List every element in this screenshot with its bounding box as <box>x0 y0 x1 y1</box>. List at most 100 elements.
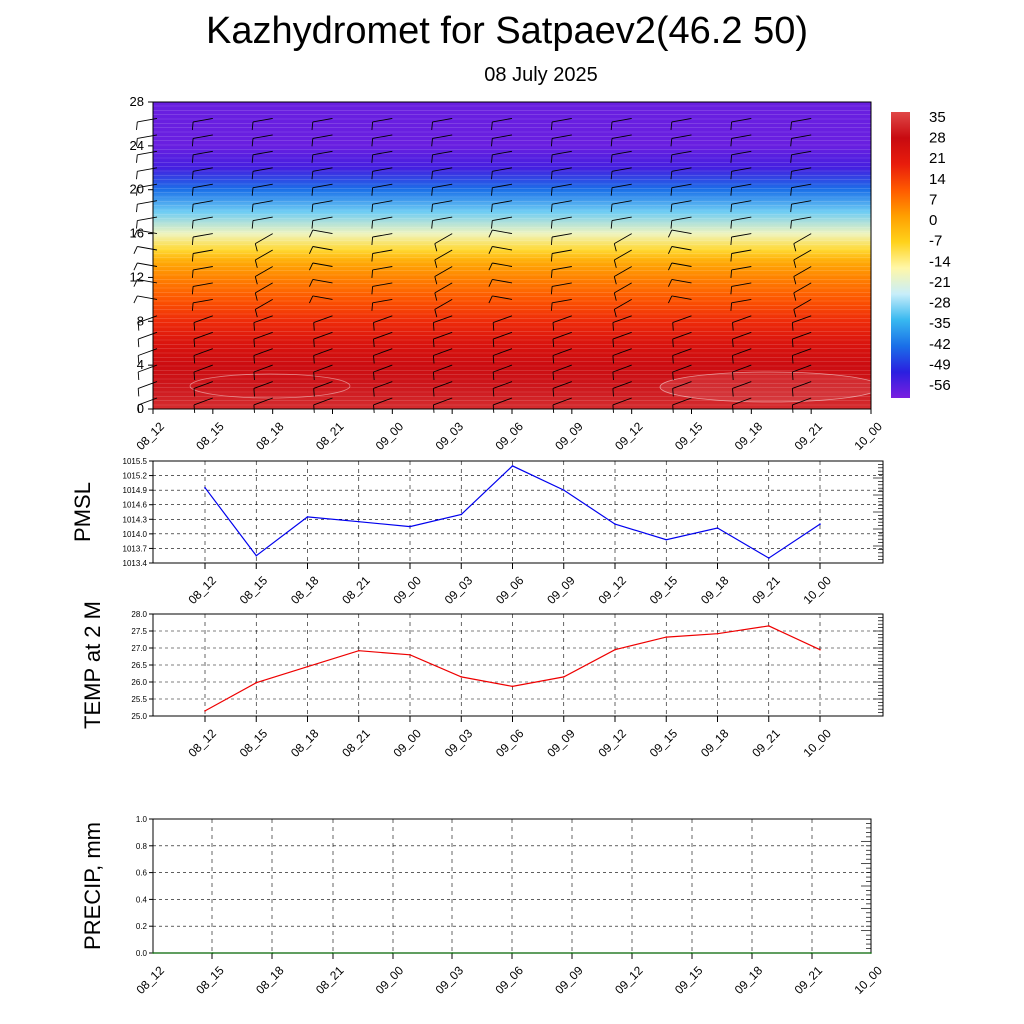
data-point <box>563 676 565 678</box>
wind-barb <box>732 381 752 389</box>
data-point <box>511 685 514 688</box>
wind-barb-feather <box>313 371 315 381</box>
wind-barb-feather <box>790 154 792 163</box>
wind-barb-feather <box>790 187 792 196</box>
wind-barb-feather <box>251 187 254 196</box>
data-point <box>750 952 753 954</box>
wind-barb-feather <box>550 220 553 229</box>
x-tick-label: 09_21 <box>792 963 826 997</box>
colorbar-label: -14 <box>929 253 951 270</box>
wind-barb <box>372 249 393 254</box>
wind-barb <box>373 331 393 340</box>
wind-barb <box>433 315 453 324</box>
wind-barb-feather <box>371 121 374 130</box>
wind-barb <box>791 134 812 139</box>
wind-barb <box>792 315 812 324</box>
y-tick-label: 1015.2 <box>123 472 148 481</box>
y-tick-label: 0.0 <box>136 949 148 958</box>
wind-barb-feather <box>790 171 792 180</box>
wind-barb-feather <box>373 388 375 397</box>
wind-barb <box>372 134 393 139</box>
colorbar-label: 14 <box>929 171 946 188</box>
wind-barb <box>672 381 692 389</box>
wind-barb-feather <box>434 276 438 285</box>
wind-barb <box>671 278 692 284</box>
wind-barb-feather <box>670 187 673 196</box>
wind-barb <box>612 381 632 389</box>
wind-barb <box>671 134 692 139</box>
wind-barb-feather <box>371 204 374 213</box>
wind-barb-feather <box>434 309 438 318</box>
wind-barb <box>493 397 513 406</box>
wind-barbs <box>133 117 812 413</box>
wind-barb-feather <box>730 204 733 213</box>
wind-barb <box>137 229 158 235</box>
data-point <box>716 527 719 529</box>
wind-barb-feather <box>253 388 255 397</box>
wind-barb-feather <box>137 371 140 381</box>
colorbar-label: -7 <box>929 233 942 250</box>
wind-barb <box>432 183 453 189</box>
colorbar-fill <box>891 112 910 398</box>
wind-barb-feather <box>732 339 734 348</box>
wind-barb <box>732 348 752 356</box>
wind-barb-feather <box>373 371 375 381</box>
wind-barb-feather <box>431 154 433 163</box>
wind-barb <box>611 183 632 189</box>
wind-barb <box>731 117 752 123</box>
y-tick-label: 27.0 <box>131 644 147 653</box>
chart-subtitle: 08 July 2025 <box>484 64 598 86</box>
chart-title: Kazhydromet for Satpaev2(46.2 50) <box>205 10 808 52</box>
wind-barb-feather <box>133 295 138 304</box>
wind-barb-feather <box>136 138 138 147</box>
wind-barb <box>253 397 273 406</box>
wind-barb-feather <box>550 138 553 147</box>
wind-barb-feather <box>373 355 375 364</box>
wind-barb <box>614 266 632 277</box>
wind-barb <box>193 200 213 205</box>
wind-barb <box>373 381 393 389</box>
wind-barb <box>493 315 513 324</box>
wind-barb-feather <box>550 253 553 262</box>
pmsl-panel: 1013.4 1013.7 1014.0 1014.3 1014.6 1014.9 1015… <box>70 457 884 607</box>
wind-barb <box>552 167 572 172</box>
wind-barb-feather <box>133 246 138 254</box>
colorbar-label: -49 <box>929 356 951 373</box>
x-tick-label: 09_09 <box>544 573 578 607</box>
x-tick-label: 09_00 <box>390 573 424 607</box>
wind-barb-feather <box>311 138 314 147</box>
y-tick-label: 28.0 <box>131 610 147 619</box>
wind-barb <box>434 282 453 294</box>
y-tick-label: 1015.5 <box>123 457 148 466</box>
wind-barb-feather <box>311 220 314 229</box>
wind-barb-feather <box>552 388 555 397</box>
wind-barb-feather <box>550 302 553 311</box>
data-point <box>563 489 565 491</box>
wind-barb <box>492 134 513 139</box>
wind-barb <box>612 348 632 356</box>
wind-barb-feather <box>613 276 617 285</box>
wind-barb <box>611 150 632 156</box>
y-tick-label: 0.2 <box>136 922 148 931</box>
x-tick-label: 08_18 <box>253 419 287 453</box>
wind-barb <box>373 315 393 324</box>
x-tick-label: 08_21 <box>339 573 373 607</box>
wind-barb <box>372 298 393 304</box>
wind-barb <box>137 134 158 139</box>
wind-barb-feather <box>313 322 315 331</box>
wind-barb-feather <box>492 339 495 348</box>
wind-barb <box>614 249 632 261</box>
wind-barb <box>793 282 812 294</box>
temp-2m-panel: 25.0 25.5 26.0 26.5 27.0 27.5 28.0 08_12 08_15 08… <box>80 601 884 760</box>
wind-barb <box>372 216 393 222</box>
wind-barb-feather <box>667 229 673 238</box>
wind-barb-feather <box>791 339 794 348</box>
wind-barb <box>671 262 692 267</box>
x-tick-label: 09_18 <box>698 573 732 607</box>
wind-barb <box>193 216 213 222</box>
wind-barb-feather <box>672 355 674 364</box>
wind-barb <box>372 167 393 172</box>
wind-barb <box>193 249 213 254</box>
wind-barb-feather <box>672 388 674 397</box>
wind-barb <box>193 364 213 373</box>
